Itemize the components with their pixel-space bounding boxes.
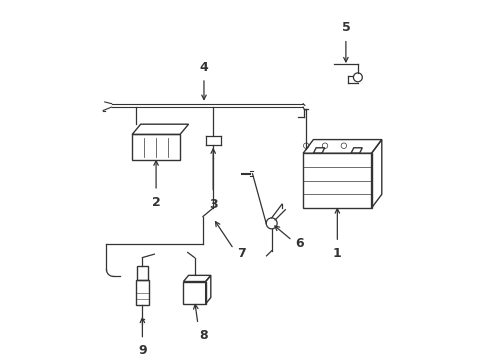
Text: 8: 8 (200, 329, 208, 342)
Text: 5: 5 (342, 21, 350, 34)
Text: 3: 3 (209, 198, 218, 211)
Text: 1: 1 (333, 247, 342, 260)
Text: 4: 4 (199, 60, 208, 73)
Text: 9: 9 (138, 344, 147, 357)
Text: 6: 6 (295, 237, 304, 251)
Text: 7: 7 (237, 247, 246, 260)
Text: 2: 2 (152, 196, 160, 209)
